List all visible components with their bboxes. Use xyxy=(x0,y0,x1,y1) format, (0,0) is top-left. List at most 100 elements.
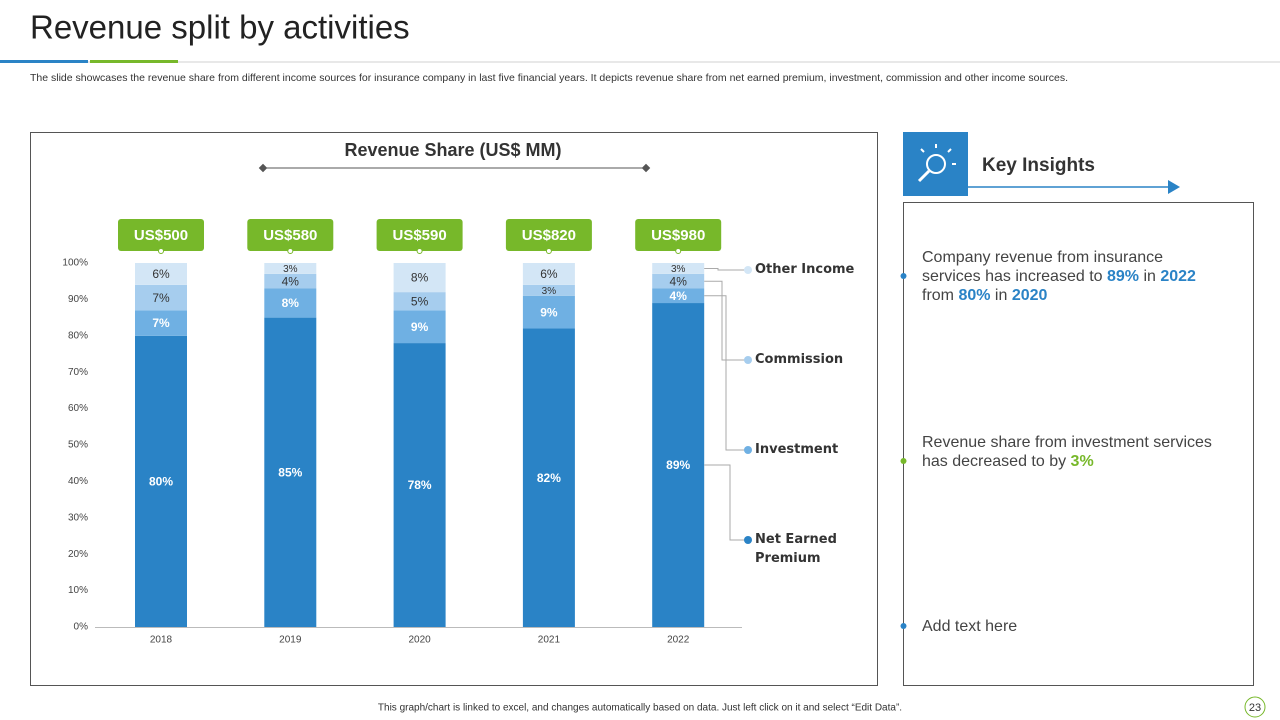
bar-segment xyxy=(652,303,705,627)
slide-description: The slide showcases the revenue share fr… xyxy=(30,72,1068,84)
bar-segment xyxy=(264,317,317,627)
bar-segment xyxy=(522,328,575,627)
bar-value-label: 7% xyxy=(152,291,170,305)
insight-segment: 3% xyxy=(1070,453,1094,470)
legend-swatch xyxy=(744,356,752,364)
total-dot xyxy=(416,248,423,254)
bar-value-label: 80% xyxy=(149,475,173,489)
insight-segment: from xyxy=(922,287,959,304)
total-dot xyxy=(287,248,294,254)
bar-segment xyxy=(393,310,446,344)
bar-value-label: 7% xyxy=(152,316,170,330)
bar-segment xyxy=(652,263,705,274)
bar-segment xyxy=(522,263,575,285)
total-badge xyxy=(118,219,204,251)
insight-segment: 80% xyxy=(958,287,991,304)
total-label: US$820 xyxy=(522,227,576,244)
bar-segment xyxy=(135,284,187,311)
y-tick-label: 80% xyxy=(68,330,88,341)
insight-icon-box xyxy=(903,132,968,196)
bar-value-label: 78% xyxy=(408,478,432,492)
footer: This graph/chart is linked to excel, and… xyxy=(378,703,902,714)
insight-segment: Revenue share from investment services h… xyxy=(922,434,1212,470)
bar-segment xyxy=(135,310,187,336)
y-tick-label: 30% xyxy=(68,512,88,523)
chart-frame xyxy=(30,132,878,686)
total-label: US$980 xyxy=(651,227,705,244)
legend-connector xyxy=(704,267,745,271)
insights-title: Key Insights xyxy=(982,155,1095,176)
legend-label: Investment xyxy=(755,442,839,457)
total-dot xyxy=(675,248,682,254)
x-tick-label: 2020 xyxy=(408,635,431,646)
insight-text: Add text here xyxy=(922,617,1222,636)
insight-dot xyxy=(900,458,907,464)
bar-segment xyxy=(393,263,446,293)
icon xyxy=(926,154,946,174)
y-tick-label: 100% xyxy=(62,258,88,269)
total-label: US$580 xyxy=(263,227,317,244)
y-tick-label: 60% xyxy=(68,403,88,414)
insight-dot xyxy=(900,623,907,629)
page-number-circle xyxy=(1244,696,1266,718)
insight-text: Company revenue from insurance services … xyxy=(922,248,1222,305)
insight-text: Revenue share from investment services h… xyxy=(922,433,1222,471)
legend-label: Net Earned Premium xyxy=(755,532,837,566)
header-accent-blue xyxy=(0,60,88,63)
y-tick-label: 70% xyxy=(68,367,88,378)
bar-value-label: 89% xyxy=(666,458,690,472)
bar-value-label: 4% xyxy=(670,289,688,303)
rule-end xyxy=(258,163,268,173)
legend-swatch xyxy=(744,536,752,544)
bar-segment xyxy=(522,284,575,296)
x-tick-label: 2019 xyxy=(279,635,302,646)
icon xyxy=(920,144,956,165)
legend-connector xyxy=(704,280,745,361)
y-tick-label: 20% xyxy=(68,549,88,560)
x-tick-label: 2021 xyxy=(538,635,561,646)
bar-segment xyxy=(135,263,187,285)
insight-segment: in xyxy=(990,287,1012,304)
y-tick-label: 50% xyxy=(68,440,88,451)
bar-value-label: 9% xyxy=(411,320,429,334)
bar-segment xyxy=(652,273,705,289)
insights-frame xyxy=(903,202,1254,686)
insight-dot xyxy=(900,273,907,279)
x-tick-label: 2018 xyxy=(150,635,173,646)
bar-value-label: 4% xyxy=(282,274,300,288)
x-tick-label: 2022 xyxy=(667,635,690,646)
insight-segment: 2022 xyxy=(1160,268,1196,285)
total-label: US$590 xyxy=(392,227,446,244)
total-badge xyxy=(635,219,722,251)
bar-value-label: 5% xyxy=(411,294,429,308)
header-accent-green xyxy=(90,60,178,63)
slide-title: Revenue split by activities xyxy=(30,9,410,46)
chart-title: Revenue Share (US$ MM) xyxy=(344,140,561,160)
y-tick-label: 40% xyxy=(68,476,88,487)
y-tick-label: 10% xyxy=(68,585,88,596)
bar-segment xyxy=(393,292,446,311)
bar-segment xyxy=(135,335,187,627)
legend-connector xyxy=(704,464,745,541)
bar-value-label: 6% xyxy=(540,267,558,281)
bar-segment xyxy=(264,273,317,289)
legend-swatch xyxy=(744,266,752,274)
bar-value-label: 8% xyxy=(411,271,429,285)
bar-value-label: 9% xyxy=(540,305,558,319)
page-number: 23 xyxy=(1249,702,1261,714)
total-badge xyxy=(505,219,592,251)
y-tick-label: 90% xyxy=(68,294,88,305)
insight-segment: Add text here xyxy=(922,618,1018,635)
total-badge xyxy=(247,219,334,251)
bar-value-label: 6% xyxy=(152,267,170,281)
bar-segment xyxy=(652,288,705,304)
bar-segment xyxy=(522,295,575,329)
bar-segment xyxy=(264,288,317,318)
total-dot xyxy=(158,248,164,254)
insights-arrowhead xyxy=(1168,180,1180,194)
bar-value-label: 3% xyxy=(542,286,557,297)
legend-label: Commission xyxy=(755,352,844,367)
bar-value-label: 85% xyxy=(278,465,302,479)
